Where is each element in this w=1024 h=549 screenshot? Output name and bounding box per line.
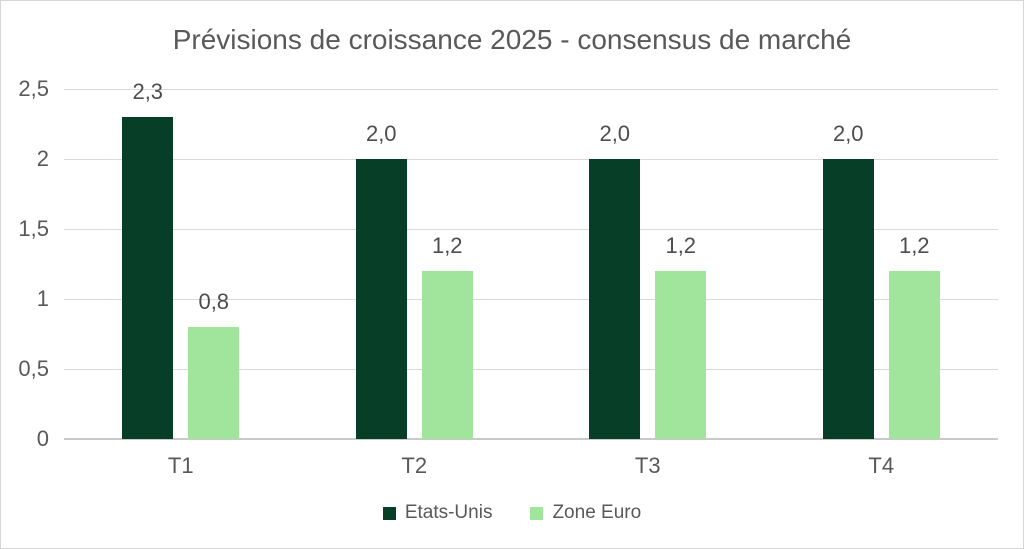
bar-etats-unis-t4 [822, 159, 874, 439]
bar-zone-euro-t3 [655, 271, 707, 439]
chart-title: Prévisions de croissance 2025 - consensu… [172, 24, 852, 55]
y-tick-label: 0 [36, 426, 49, 451]
y-tick-label: 2,5 [18, 76, 49, 101]
y-tick-label: 1,5 [18, 216, 49, 241]
bar-value-label: 2,0 [365, 121, 397, 146]
bar-zone-euro-t2 [421, 271, 473, 439]
x-tick-label-t1: T1 [167, 453, 194, 478]
bar-etats-unis-t2 [355, 159, 407, 439]
gridline [64, 229, 998, 230]
legend-swatch-icon [530, 506, 544, 520]
bar-etats-unis-t3 [589, 159, 641, 439]
plot-area: 2,3 2,0 2,0 2,0 0,8 1,2 1,2 1,2 [64, 79, 998, 440]
y-tick-label: 1 [36, 286, 49, 311]
bar-value-label: 1,2 [431, 233, 463, 258]
y-axis: 0 0,5 1 1,5 2 2,5 [1, 76, 49, 451]
legend-item-zone-euro: Zone Euro [530, 501, 641, 525]
bar-etats-unis-t1 [122, 117, 174, 439]
gridline [64, 89, 998, 90]
bar-value-label: 0,8 [198, 289, 230, 314]
x-tick-label-t2: T2 [401, 453, 428, 478]
legend-item-etats-unis: Etats-Unis [382, 501, 493, 525]
bar-value-label: 2,3 [132, 79, 164, 104]
legend: Etats-Unis Zone Euro [1, 499, 1023, 527]
x-axis: T1 T2 T3 T4 [64, 453, 998, 481]
legend-swatch-icon [382, 506, 396, 520]
gridline [64, 299, 998, 300]
bar-value-label: 1,2 [898, 233, 930, 258]
y-tick-label: 0,5 [18, 356, 49, 381]
x-tick-label-t4: T4 [868, 453, 895, 478]
legend-label: Etats-Unis [404, 502, 493, 523]
bar-value-label: 2,0 [599, 121, 631, 146]
bar-zone-euro-t4 [888, 271, 940, 439]
x-tick-label-t3: T3 [634, 453, 661, 478]
legend-label: Zone Euro [552, 502, 642, 523]
bar-zone-euro-t1 [188, 327, 240, 439]
bar-value-label: 1,2 [665, 233, 697, 258]
y-tick-label: 2 [36, 146, 49, 171]
gridline [64, 369, 998, 370]
gridline [64, 159, 998, 160]
bar-value-label: 2,0 [832, 121, 864, 146]
x-axis-line [64, 438, 998, 440]
